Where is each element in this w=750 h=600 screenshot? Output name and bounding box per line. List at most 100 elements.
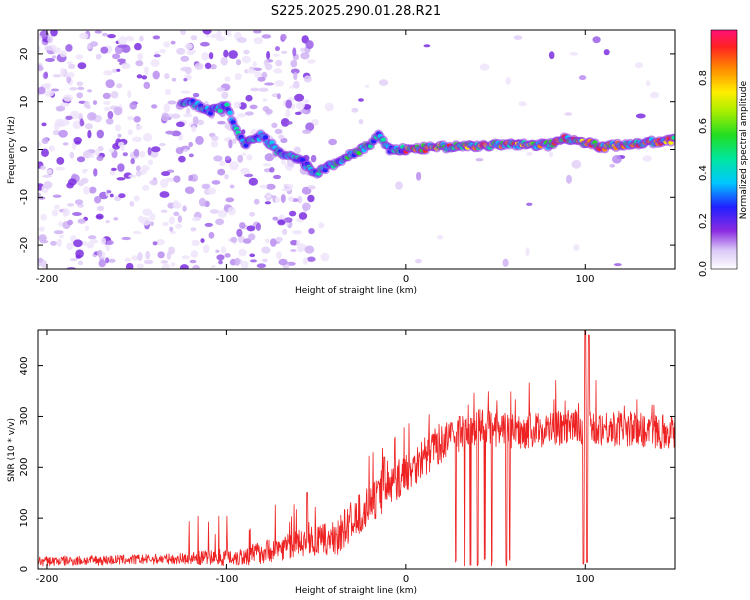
spectrogram-cell [55,105,66,112]
spectrogram-cell [289,210,297,217]
spectrogram-cell [210,63,217,70]
spectrogram-cell [237,235,245,243]
spectrogram-cell [97,145,104,152]
spectrogram-cell [161,263,171,269]
spectrogram-cell [182,113,193,118]
spectrogram-cell [142,208,152,216]
spectrogram-cell [228,139,233,149]
spectrogram-cell [171,77,177,82]
spectrogram-cell [62,142,69,146]
spectrogram-cell [192,264,200,269]
spectrogram-cell [259,184,268,189]
spectrogram-cell [141,75,148,80]
spectrogram-cell [437,234,444,240]
spectrogram-cell [41,122,47,127]
spectrogram-cell [38,234,47,243]
spectrogram-cell [290,239,299,246]
spectrogram-cell [66,61,73,65]
spectrogram-cell [240,260,249,269]
spectrogram-cell [251,128,257,135]
colorbar-tick-label: 0.6 [698,118,709,134]
spectrogram-cell [571,159,582,169]
spectrogram-cell [414,259,422,264]
spectrogram-cell [192,216,201,222]
spectrogram-cell [318,222,325,229]
spectrogram-cell [180,90,191,94]
colorbar-tick-label: 0.8 [698,70,709,86]
spectrogram-cell [233,101,242,109]
spectrogram-cell [297,247,304,253]
spectrogram-cell [41,260,48,269]
snr-ytick-label: 200 [19,457,30,476]
spectrogram-xtick-label: -100 [216,274,239,285]
spectrogram-cell [190,49,196,54]
spectrogram-cell [262,258,268,263]
spectrogram-cell [183,78,188,82]
spectrogram-cell [42,174,52,178]
spectrogram-cell [221,91,229,99]
colorbar-label: Normalized spectral amplitude [739,80,749,219]
spectrogram-cell [76,81,84,87]
spectrogram-cell [276,251,282,260]
spectrogram-cell [275,59,283,67]
spectrogram-cell [358,98,364,102]
spectrogram-cell [269,167,275,173]
spectrogram-cell [235,59,242,66]
spectrogram-cell [76,92,83,99]
spectrogram-cell [526,151,533,156]
spectrogram-cell [266,183,276,190]
spectrogram-cell [107,111,114,119]
spectrogram-xtick-label: 0 [403,274,409,285]
spectrogram-cell [305,40,314,50]
spectrogram-cell [116,68,121,72]
spectrogram-cell [282,228,288,235]
spectrogram-cell [261,71,268,79]
spectrogram-cell [156,239,165,246]
spectrogram-cell [130,158,135,165]
spectrogram-cell [244,173,254,178]
spectrogram-cell [51,209,59,217]
spectrogram-cell [79,118,84,127]
spectrogram-cell [68,178,77,186]
spectrogram-cell [117,44,128,48]
spectrogram-cell [135,170,142,177]
spectrogram-cell [646,80,651,87]
spectrogram-cell [569,52,579,56]
spectrogram-cell [102,32,108,37]
spectrogram-cell [246,69,257,74]
spectrogram-cell [44,45,53,51]
spectrogram-cell [132,136,142,142]
spectrogram-cell [223,49,229,58]
spectrogram-cell [40,213,47,221]
spectrogram-cell [566,174,572,184]
spectrogram-cell [191,239,200,246]
spectrogram-cell [96,129,105,139]
spectrogram-cell [100,46,109,54]
spectrogram-cell [55,166,66,171]
snr-ytick-label: 100 [19,508,30,527]
spectrogram-cell [204,62,212,69]
spectrogram-cell [297,195,303,204]
spectrogram-cell [52,47,62,54]
spectrogram-cell [642,155,652,162]
spectrogram-cell [379,79,389,86]
spectrogram-cell [116,177,126,181]
spectrogram-cell [264,201,271,205]
spectrogram-cell [272,53,280,57]
spectrogram-cell [164,73,170,80]
spectrogram-cell [63,94,73,102]
spectrogram-cell [145,250,151,260]
spectrogram-cell [285,99,293,109]
spectrogram-cell [135,165,141,172]
spectrogram-cell [200,41,210,47]
spectrogram-cell [278,258,288,266]
spectrogram-cell [173,175,181,183]
spectrogram-cell [90,239,99,244]
spectrogram-cell [281,34,287,41]
spectrogram-cell [229,161,239,171]
spectrogram-cell [219,160,226,167]
spectrogram-cell [250,259,257,263]
spectrogram-cell [248,233,256,241]
spectrogram-cell [240,167,251,175]
spectrogram-cell [107,34,116,39]
